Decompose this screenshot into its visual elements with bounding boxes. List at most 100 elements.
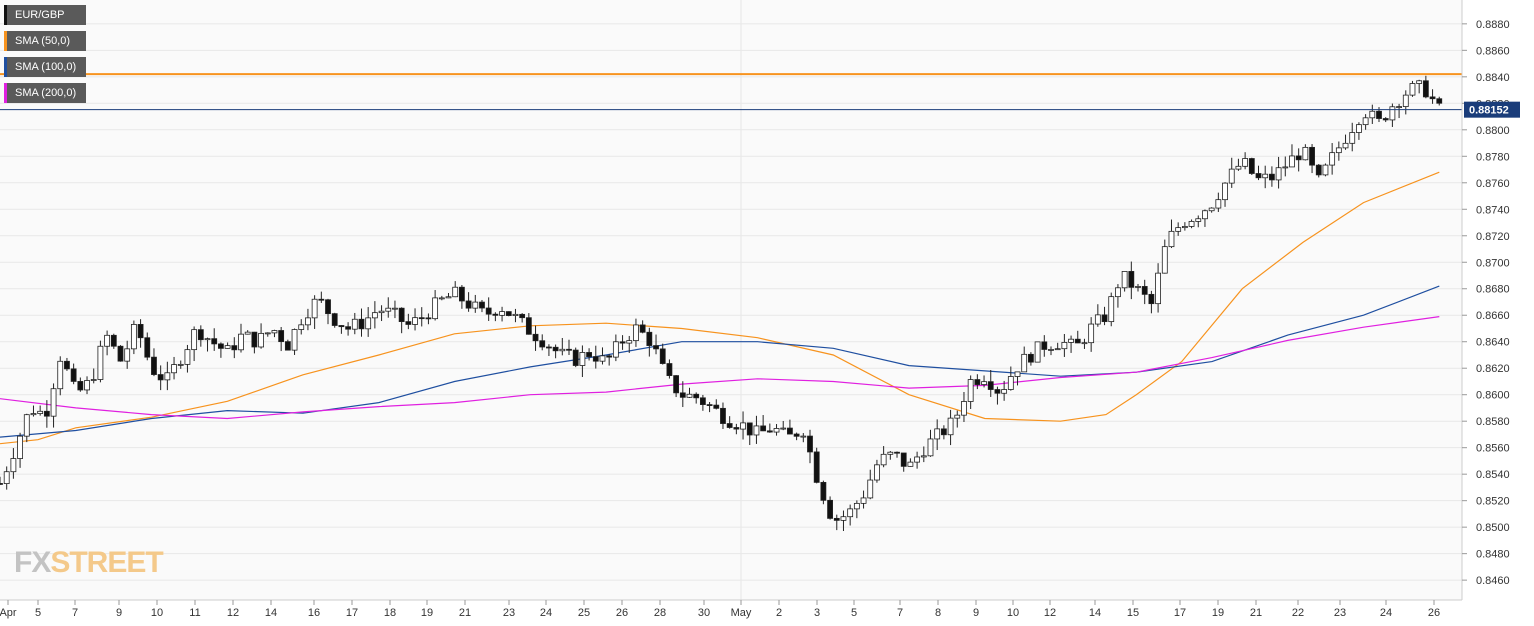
candle (10, 448, 17, 479)
candle (378, 305, 385, 322)
candle-body (177, 363, 184, 366)
candle (1228, 157, 1235, 188)
candle-body (1161, 246, 1168, 274)
candle (1007, 366, 1014, 391)
candle (820, 480, 827, 505)
candle (137, 319, 144, 348)
candle (505, 311, 512, 317)
candle (994, 386, 1001, 405)
candle (1342, 134, 1349, 150)
candle (1275, 156, 1282, 189)
candle (1295, 148, 1302, 172)
candle (499, 306, 505, 322)
candle-body (1121, 271, 1128, 289)
candle-body (974, 379, 981, 385)
candle (3, 466, 10, 490)
candle-body (746, 422, 753, 436)
candle-body (211, 338, 218, 345)
candle-body (1188, 221, 1195, 227)
candle-body (224, 345, 231, 349)
candle-body (278, 330, 285, 343)
candle-body (184, 349, 191, 365)
candle-body (539, 340, 546, 348)
legend-item-sma100[interactable]: SMA (100,0) (4, 57, 87, 77)
candle-body (1382, 118, 1389, 121)
candle-body (365, 317, 372, 330)
candle (606, 354, 613, 366)
candle-body (70, 368, 77, 382)
y-tick-label: 0.8860 (1476, 45, 1510, 57)
candle (284, 339, 291, 351)
candle (900, 452, 907, 472)
candle (1128, 261, 1135, 300)
candle-body (753, 425, 760, 436)
legend-item-sma50[interactable]: SMA (50,0) (4, 31, 87, 51)
x-tick-label: 19 (1212, 607, 1224, 619)
candle-body (378, 310, 385, 314)
candle-body (927, 438, 934, 457)
candle-body (612, 341, 619, 358)
candle (981, 375, 987, 388)
x-tick-label: 2 (776, 607, 782, 619)
legend-item-sma200[interactable]: SMA (200,0) (4, 83, 87, 103)
candle-body (1295, 155, 1302, 161)
candle (920, 446, 927, 463)
candle-body (171, 364, 177, 374)
candle (0, 476, 3, 485)
candle-body (1356, 124, 1362, 133)
candle-body (1088, 323, 1095, 344)
candle (385, 297, 392, 318)
y-tick-label: 0.8780 (1476, 151, 1510, 163)
candle (1188, 219, 1195, 229)
candle-body (1048, 349, 1054, 351)
sma-line-0 (0, 171, 1440, 445)
candle-body (532, 333, 539, 342)
candle-body (144, 337, 151, 358)
candle-body (626, 340, 633, 344)
candle (398, 307, 405, 334)
candle (1061, 333, 1068, 357)
candle-body (17, 435, 23, 459)
candle-body (606, 355, 613, 358)
candle-body (1175, 227, 1182, 232)
candle-body (813, 451, 820, 483)
candle-body (987, 381, 994, 390)
candle (753, 415, 760, 444)
candle-body (639, 324, 646, 333)
candle-body (452, 286, 459, 298)
candle-body (847, 508, 854, 518)
candle (485, 297, 492, 321)
candle (860, 490, 867, 509)
candle-body (23, 414, 30, 437)
sma-line-1 (0, 285, 1440, 438)
x-tick-label: 11 (189, 607, 200, 619)
candle (338, 325, 345, 334)
candle-body (961, 401, 967, 416)
candle-body (371, 312, 378, 319)
candle (392, 300, 398, 319)
y-tick-label: 0.8580 (1476, 416, 1510, 428)
candle-body (592, 356, 599, 362)
candle-body (77, 381, 84, 391)
candle (1208, 207, 1215, 213)
candle-body (1242, 158, 1249, 167)
candle-body (231, 345, 238, 351)
y-tick-label: 0.8700 (1476, 257, 1510, 269)
candle (318, 291, 325, 303)
candle (880, 446, 887, 468)
candle (1302, 144, 1309, 161)
sma-lines (0, 171, 1440, 445)
candle (37, 405, 44, 416)
legend-swatch-sma100 (4, 57, 7, 77)
candle (599, 347, 606, 365)
candle-body (720, 407, 726, 424)
candle-body (104, 334, 111, 347)
candle (64, 357, 70, 371)
legend-item-eurgbp[interactable]: EUR/GBP (4, 5, 87, 25)
x-tick-label: 9 (116, 607, 122, 619)
candle (1021, 346, 1028, 373)
candle-body (345, 326, 351, 330)
candle (1161, 239, 1168, 274)
candle-body (392, 307, 398, 310)
candle (1222, 182, 1228, 207)
